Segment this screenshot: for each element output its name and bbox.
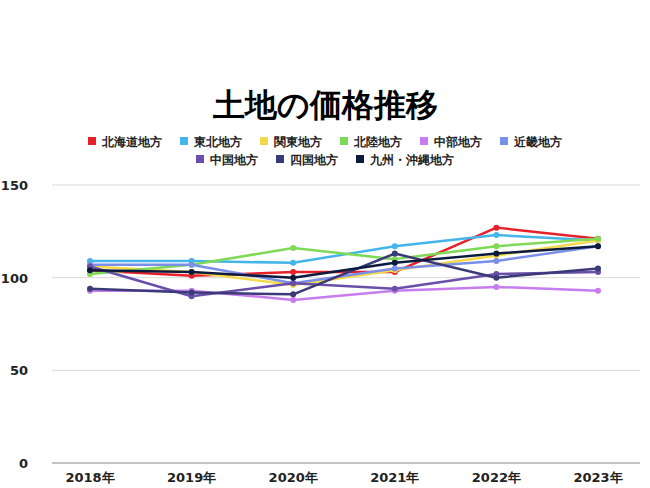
series-marker: [290, 260, 296, 266]
series-marker: [595, 265, 601, 271]
grid-line: [52, 185, 640, 186]
series-marker: [595, 288, 601, 294]
grid-line: [52, 463, 640, 464]
y-tick-label: 50: [10, 363, 28, 378]
x-tick-label: 2022年: [472, 470, 521, 485]
series-marker: [595, 236, 601, 242]
x-tick-label: 2020年: [269, 470, 318, 485]
series-marker: [290, 291, 296, 297]
series-marker: [493, 284, 499, 290]
x-tick-label: 2023年: [573, 470, 622, 485]
series-marker: [290, 297, 296, 303]
series-marker: [595, 243, 601, 249]
series-marker: [189, 289, 195, 295]
series-marker: [189, 262, 195, 268]
series-marker: [595, 243, 601, 249]
legend-swatch: [340, 137, 348, 145]
series-marker: [392, 286, 398, 292]
series-marker: [392, 265, 398, 271]
legend-label: 北海道地方: [101, 135, 162, 149]
grid-line: [52, 370, 640, 371]
y-tick-label: 150: [1, 178, 28, 193]
y-axis: [52, 185, 53, 463]
series-marker: [392, 251, 398, 257]
legend-swatch: [356, 155, 364, 163]
x-tick-label: 2019年: [167, 470, 216, 485]
legend-label: 東北地方: [193, 135, 242, 149]
legend-label: 関東地方: [274, 135, 322, 149]
y-tick-label: 0: [19, 456, 28, 471]
series-line: [90, 254, 598, 295]
series-marker: [392, 260, 398, 266]
legend-label: 九州・沖縄地方: [369, 153, 454, 167]
legend-label: 近畿地方: [513, 135, 562, 149]
series-line: [90, 246, 598, 278]
x-tick-label: 2018年: [65, 470, 114, 485]
plot-area: [87, 225, 601, 303]
legend-swatch: [88, 137, 96, 145]
series-marker: [87, 267, 93, 273]
legend-row: 中国地方 四国地方 九州・沖縄地方: [196, 153, 454, 167]
legend-row: 北海道地方 東北地方 関東地方 北陸地方 中部地方 近畿地方: [88, 135, 562, 149]
series-marker: [493, 225, 499, 231]
series-marker: [189, 269, 195, 275]
legend-swatch: [260, 137, 268, 145]
legend-swatch: [500, 137, 508, 145]
series-marker: [290, 275, 296, 281]
series-marker: [493, 258, 499, 264]
legend-label: 四国地方: [290, 153, 338, 167]
series-marker: [87, 286, 93, 292]
series-marker: [189, 269, 195, 275]
legend-swatch: [196, 155, 204, 163]
series-marker: [493, 232, 499, 238]
legend-label: 中国地方: [210, 153, 258, 167]
legend-label: 中部地方: [434, 135, 482, 149]
series-marker: [290, 280, 296, 286]
series-line: [90, 241, 598, 285]
series-marker: [493, 275, 499, 281]
series-marker: [493, 243, 499, 249]
series-marker: [290, 269, 296, 275]
legend-swatch: [420, 137, 428, 145]
series-marker: [392, 243, 398, 249]
series-line: [90, 246, 598, 283]
series-marker: [595, 236, 601, 242]
series-marker: [87, 267, 93, 273]
y-tick-label: 100: [1, 271, 28, 286]
x-tick-label: 2021年: [370, 470, 419, 485]
series-marker: [290, 280, 296, 286]
legend-swatch: [276, 155, 284, 163]
series-marker: [493, 251, 499, 257]
chart: 土地の価格推移 0 50 100 150 2018年 2019年 2020年 2021年 2022…: [0, 0, 650, 488]
legend-label: 北陸地方: [353, 135, 402, 149]
series-marker: [189, 262, 195, 268]
title: 土地の価格推移: [212, 86, 438, 124]
series-marker: [290, 245, 296, 251]
legend-swatch: [180, 137, 188, 145]
series-line: [90, 235, 598, 263]
